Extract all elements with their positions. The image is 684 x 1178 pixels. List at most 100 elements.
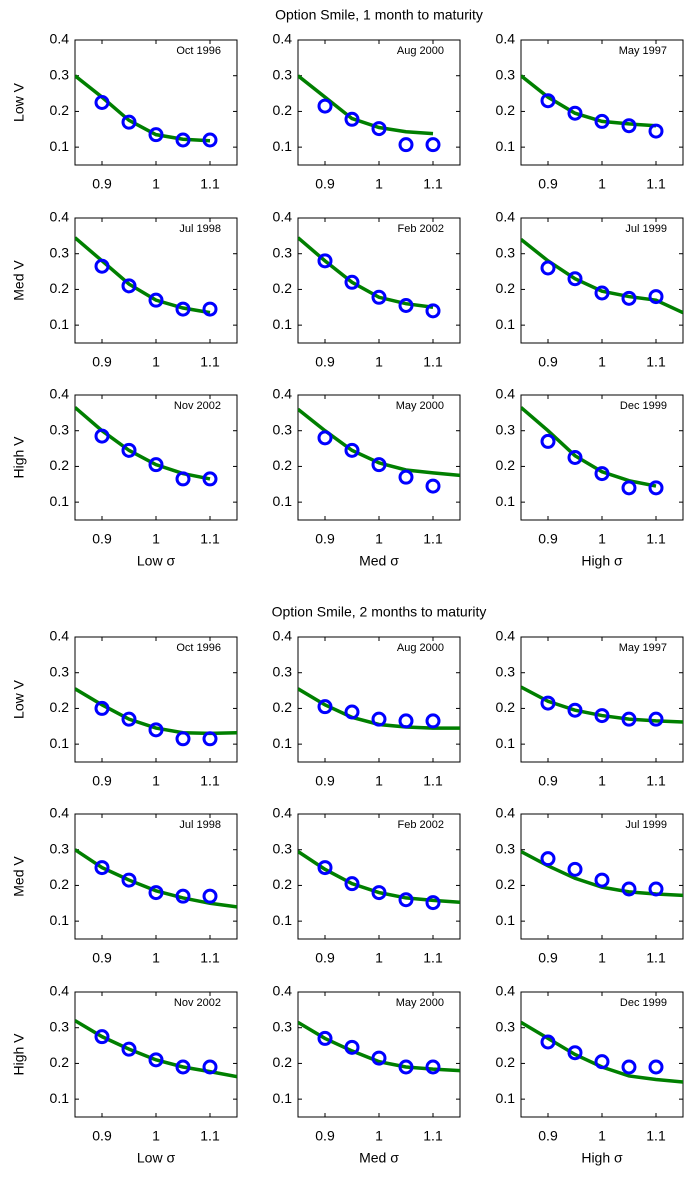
data-point <box>94 860 110 876</box>
y-tick-label: 0.4 <box>496 31 516 47</box>
x-tick-label: 1.1 <box>646 354 666 370</box>
data-point <box>317 1030 333 1046</box>
y-tick-label: 0.4 <box>496 386 516 402</box>
data-point <box>567 450 583 465</box>
y-axis-label: High V <box>11 1033 27 1076</box>
data-point <box>317 430 333 446</box>
x-tick-label: 1.1 <box>423 1128 443 1144</box>
data-point <box>594 708 610 724</box>
x-axis-label: Low σ <box>137 1150 176 1166</box>
date-annotation: Aug 2000 <box>397 45 444 57</box>
model-line <box>298 687 460 730</box>
date-annotation: Oct 1996 <box>176 45 221 57</box>
data-point <box>567 702 583 718</box>
x-tick-label: 1 <box>598 950 606 966</box>
data-point <box>567 105 583 121</box>
y-tick-label: 0.1 <box>496 912 516 928</box>
x-tick-label: 1 <box>598 354 606 370</box>
data-point <box>648 289 664 305</box>
x-tick-label: 1 <box>598 531 606 547</box>
model-line <box>521 406 657 488</box>
x-tick-label: 1 <box>152 773 160 789</box>
y-tick-label: 0.2 <box>496 699 516 715</box>
x-tick-label: 1.1 <box>423 773 443 789</box>
y-tick-label: 0.4 <box>50 983 70 999</box>
data-point <box>317 98 333 114</box>
y-tick-label: 0.2 <box>50 876 70 892</box>
data-point <box>121 278 137 294</box>
x-axis-label: Low σ <box>137 553 176 569</box>
plot-box <box>74 813 238 940</box>
y-tick-label: 0.2 <box>50 457 70 473</box>
y-tick-label: 0.4 <box>50 805 70 821</box>
y-axis-label: Low V <box>11 679 27 719</box>
data-point <box>317 699 333 715</box>
plot-box <box>297 636 461 763</box>
x-tick-label: 0.9 <box>92 773 112 789</box>
data-point <box>621 1059 637 1075</box>
y-tick-label: 0.2 <box>273 102 293 118</box>
x-tick-label: 1 <box>375 176 383 192</box>
y-tick-label: 0.1 <box>50 735 70 751</box>
y-tick-label: 0.2 <box>496 457 516 473</box>
data-point <box>371 711 387 727</box>
x-tick-label: 1.1 <box>646 176 666 192</box>
date-annotation: Jul 1998 <box>179 223 221 235</box>
data-point <box>317 860 333 876</box>
data-point <box>648 123 664 139</box>
plot-box <box>297 991 461 1118</box>
x-tick-label: 1 <box>375 950 383 966</box>
data-point <box>648 881 664 897</box>
data-point <box>567 271 583 287</box>
x-tick-label: 1.1 <box>200 176 220 192</box>
x-axis-label: Med σ <box>359 553 399 569</box>
data-point <box>148 457 164 473</box>
y-tick-label: 0.3 <box>50 1018 70 1034</box>
data-point <box>621 881 637 897</box>
x-tick-label: 0.9 <box>538 950 558 966</box>
data-point <box>94 258 110 274</box>
y-tick-label: 0.1 <box>496 138 516 154</box>
y-tick-label: 0.2 <box>273 876 293 892</box>
y-tick-label: 0.2 <box>50 280 70 296</box>
data-point <box>371 457 387 473</box>
y-tick-label: 0.1 <box>50 316 70 332</box>
data-point <box>344 274 360 290</box>
y-tick-label: 0.3 <box>273 421 293 437</box>
y-tick-label: 0.2 <box>496 280 516 296</box>
x-tick-label: 0.9 <box>92 354 112 370</box>
data-point <box>94 700 110 716</box>
data-point <box>175 888 191 904</box>
x-tick-label: 1.1 <box>646 950 666 966</box>
y-tick-label: 0.1 <box>496 735 516 751</box>
data-point <box>425 713 441 729</box>
x-tick-label: 1.1 <box>646 531 666 547</box>
data-point <box>567 1045 583 1061</box>
data-point <box>594 113 610 129</box>
x-tick-label: 1 <box>375 1128 383 1144</box>
y-tick-label: 0.3 <box>496 244 516 260</box>
data-point <box>648 480 664 496</box>
x-tick-label: 0.9 <box>538 1128 558 1144</box>
data-point <box>425 303 441 319</box>
y-tick-label: 0.2 <box>50 699 70 715</box>
y-tick-label: 0.2 <box>273 457 293 473</box>
data-point <box>202 1059 218 1075</box>
data-point <box>621 711 637 727</box>
data-point <box>94 95 110 110</box>
model-line <box>75 1019 237 1079</box>
data-point <box>621 480 637 496</box>
data-point <box>148 292 164 308</box>
x-tick-label: 1 <box>375 773 383 789</box>
data-point <box>317 253 333 269</box>
data-point <box>148 127 164 143</box>
y-tick-label: 0.1 <box>496 1090 516 1106</box>
y-axis-label: Low V <box>11 82 27 122</box>
data-point <box>540 433 556 449</box>
model-line <box>298 74 434 136</box>
y-tick-label: 0.2 <box>50 1054 70 1070</box>
date-annotation: Jul 1999 <box>625 223 667 235</box>
y-tick-label: 0.2 <box>496 102 516 118</box>
model-line <box>75 406 211 481</box>
model-line <box>75 236 211 315</box>
